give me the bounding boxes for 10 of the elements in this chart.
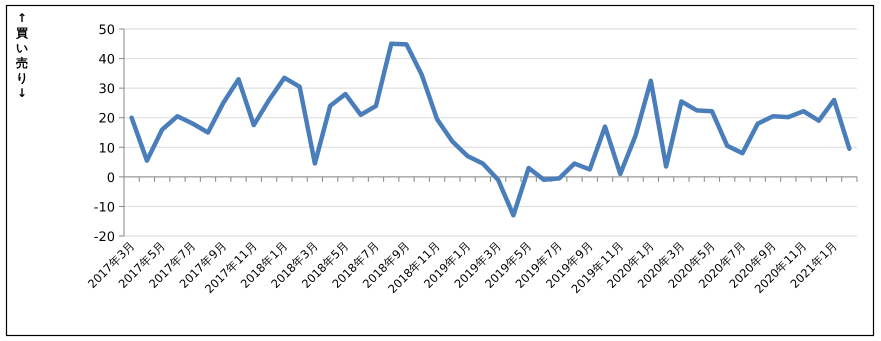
y-tick-label: 30 — [98, 82, 115, 98]
line-series — [129, 42, 852, 218]
y-tick-label: -20 — [94, 230, 115, 245]
y-tick-label: 10 — [98, 141, 115, 156]
y-tick-label: -10 — [94, 200, 115, 216]
y-tick-label: 50 — [98, 23, 115, 38]
y-tick-label: 0 — [106, 170, 115, 186]
y-tick-label: 40 — [98, 52, 115, 68]
y-axis-title: ↑買い売り↓ — [15, 11, 28, 100]
y-tick-label: 20 — [98, 112, 115, 127]
